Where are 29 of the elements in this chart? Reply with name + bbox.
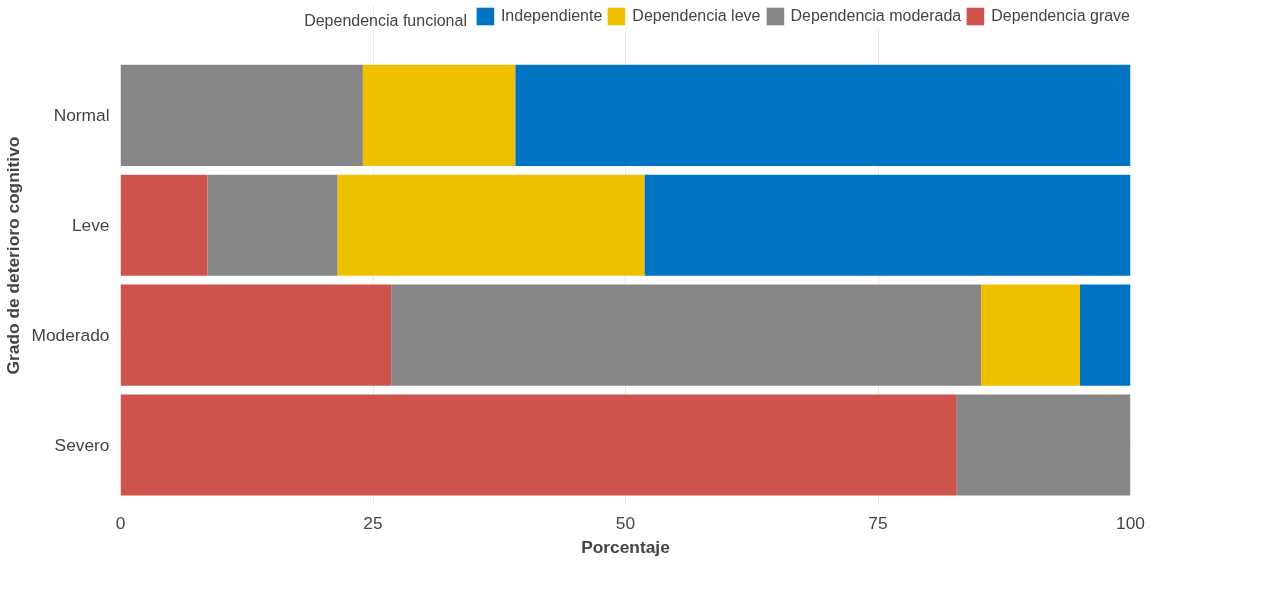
y-tick-label: Moderado	[31, 325, 110, 346]
y-axis-title: Grado de deterioro cognitivo	[3, 136, 24, 375]
bar	[207, 174, 338, 276]
bar	[120, 64, 363, 166]
bar	[120, 394, 957, 496]
x-tick-label: 100	[1116, 512, 1145, 533]
bar	[362, 64, 516, 166]
y-tick-label: Leve	[71, 215, 110, 236]
bar	[644, 174, 1131, 276]
bar	[120, 174, 208, 276]
x-tick-label: 75	[868, 512, 888, 533]
bar	[956, 394, 1131, 496]
bar	[981, 284, 1080, 386]
legend-title: Dependencia funcional	[304, 12, 467, 30]
x-tick-label: 25	[363, 512, 383, 533]
bar	[391, 284, 982, 386]
x-tick-label: 50	[615, 512, 636, 533]
y-tick-label: Severo	[54, 435, 110, 456]
y-tick-label: Normal	[53, 105, 110, 126]
bar	[337, 174, 645, 276]
legend-label: Dependencia leve	[632, 7, 761, 25]
legend-label: Dependencia moderada	[790, 7, 962, 25]
bar	[1080, 284, 1131, 386]
legend-label: Dependencia grave	[991, 7, 1130, 25]
legend-label: Independiente	[500, 7, 603, 25]
x-tick-label: 0	[115, 512, 126, 533]
bar	[515, 64, 1131, 166]
bar	[120, 284, 392, 386]
x-axis-title: Porcentaje	[581, 536, 671, 557]
